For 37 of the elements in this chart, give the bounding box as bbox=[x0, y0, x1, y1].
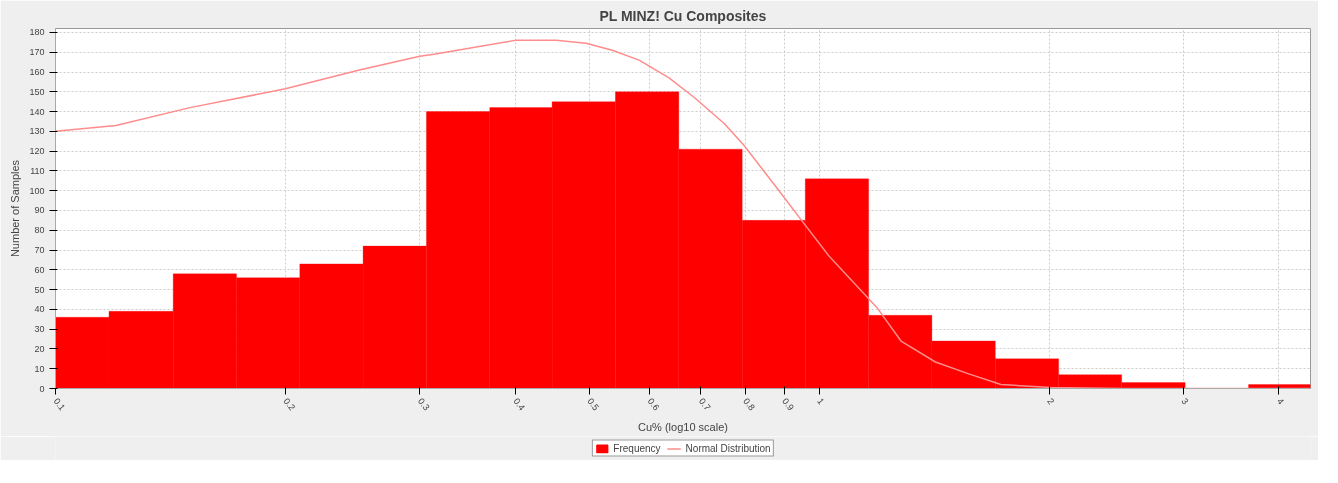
y-tick-label: 90 bbox=[34, 205, 45, 216]
x-tick-label: 0.2 bbox=[281, 396, 298, 413]
x-tick-label: 3 bbox=[1179, 396, 1191, 407]
x-axis-title: Cu% (log10 scale) bbox=[638, 421, 728, 434]
y-tick-label: 110 bbox=[30, 165, 45, 176]
y-tick-label: 70 bbox=[34, 245, 45, 256]
y-tick-label: 160 bbox=[29, 67, 45, 78]
legend-label: Frequency bbox=[613, 442, 661, 454]
y-tick-label: 100 bbox=[29, 185, 45, 196]
y-tick-label: 130 bbox=[29, 126, 45, 137]
y-tick-label: 60 bbox=[34, 264, 45, 275]
x-tick-label: 0.3 bbox=[415, 396, 432, 413]
legend-label: Normal Distribution bbox=[685, 442, 771, 454]
x-tick-label: 0.6 bbox=[645, 396, 662, 413]
y-tick-label: 80 bbox=[34, 225, 45, 236]
x-tick-label: 0.8 bbox=[741, 396, 757, 413]
y-tick-label: 20 bbox=[34, 343, 45, 354]
x-tick-label: 1 bbox=[815, 396, 827, 407]
y-tick-label: 50 bbox=[34, 284, 45, 295]
x-tick-label: 0.5 bbox=[585, 396, 601, 413]
x-tick-label: 0.7 bbox=[696, 396, 713, 413]
y-tick-label: 40 bbox=[34, 304, 45, 315]
x-tick-label: 0.4 bbox=[511, 396, 527, 413]
x-tick-label: 2 bbox=[1045, 396, 1057, 407]
y-axis-title: Number of Samples bbox=[9, 159, 22, 258]
y-tick-label: 120 bbox=[29, 146, 45, 157]
x-tick-label: 0.9 bbox=[780, 396, 796, 413]
x-tick-label: 0.1 bbox=[51, 396, 68, 413]
y-tick-label: 140 bbox=[29, 106, 45, 117]
y-tick-label: 0 bbox=[39, 383, 45, 394]
y-tick-label: 30 bbox=[34, 324, 45, 335]
chart-title: PL MINZ! Cu Composites bbox=[599, 7, 767, 24]
y-tick-label: 10 bbox=[34, 363, 45, 374]
x-tick-label: 4 bbox=[1274, 396, 1286, 407]
y-tick-label: 150 bbox=[29, 86, 45, 97]
y-tick-label: 170 bbox=[29, 47, 45, 58]
y-tick-label: 180 bbox=[29, 27, 45, 38]
